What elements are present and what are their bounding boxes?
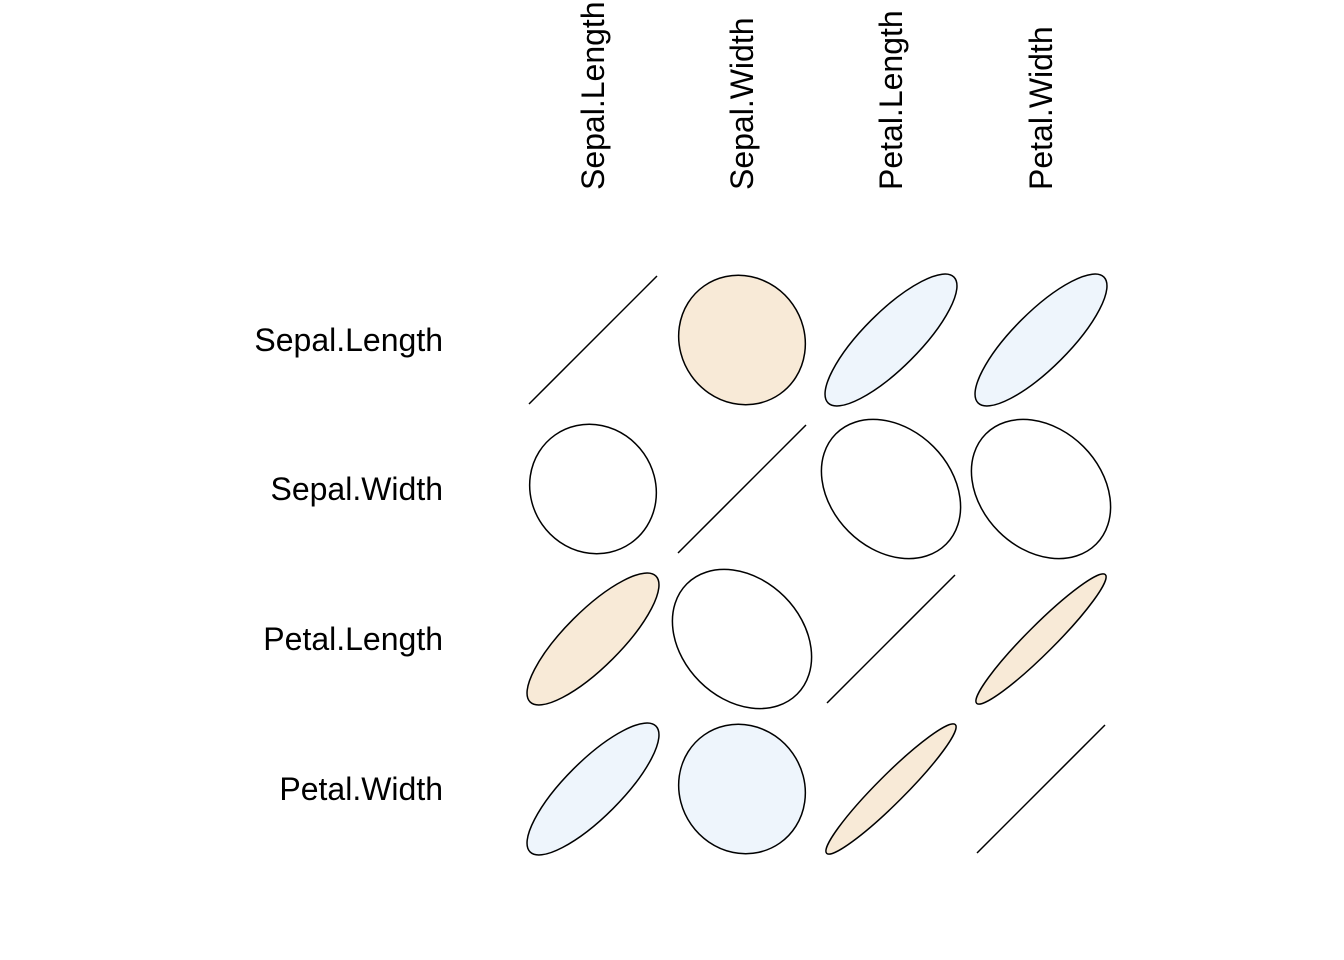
column-label-sepal-width: Sepal.Width (724, 17, 760, 190)
column-label-petal-width: Petal.Width (1023, 26, 1059, 190)
cell-sepal-length-petal-length-ellipse (824, 273, 958, 407)
row-label-petal-width: Petal.Width (279, 771, 443, 807)
cell-sepal-length-sepal-length-line (528, 275, 658, 405)
cell-sepal-length-sepal-width-ellipse (677, 274, 807, 406)
cell-grid (526, 273, 1112, 856)
cell-petal-width-petal-width-line (976, 724, 1106, 854)
cell-petal-width-petal-length-ellipse (825, 723, 957, 855)
row-label-sepal-length: Sepal.Length (254, 322, 443, 358)
cell-sepal-width-petal-length-ellipse (820, 418, 962, 560)
cell-petal-width-sepal-width-ellipse (677, 723, 807, 855)
cell-petal-length-sepal-length-ellipse (526, 572, 660, 706)
column-label-petal-length: Petal.Length (873, 10, 909, 190)
cell-sepal-width-petal-width-ellipse (970, 418, 1112, 560)
cell-petal-length-sepal-width-ellipse (671, 568, 813, 710)
cell-sepal-length-petal-width-ellipse (974, 273, 1108, 407)
cell-petal-width-sepal-length-ellipse (526, 722, 660, 856)
row-label-sepal-width: Sepal.Width (270, 471, 443, 507)
column-labels: Sepal.Length Sepal.Width Petal.Length Petal… (575, 1, 1059, 190)
row-labels: Sepal.Length Sepal.Width Petal.Length Petal… (254, 322, 443, 807)
cell-petal-length-petal-width-ellipse (975, 573, 1107, 705)
cell-sepal-width-sepal-length-ellipse (528, 423, 658, 555)
column-label-sepal-length: Sepal.Length (575, 1, 611, 190)
cell-sepal-width-sepal-width-line (677, 424, 807, 554)
cell-petal-length-petal-length-line (826, 574, 956, 704)
row-label-petal-length: Petal.Length (263, 621, 443, 657)
